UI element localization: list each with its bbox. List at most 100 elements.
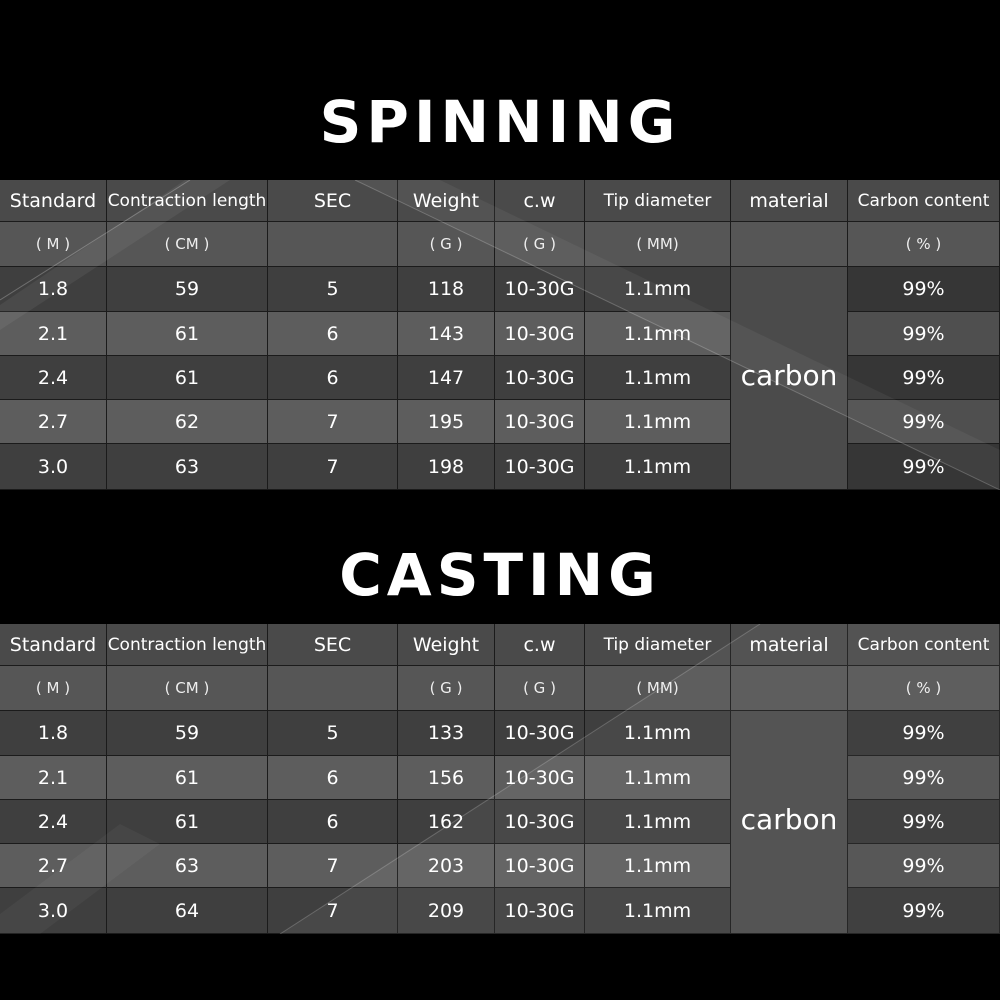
cell-length: 61: [107, 356, 268, 400]
cell-standard: 2.1: [0, 756, 107, 800]
cell-weight: 147: [398, 356, 495, 400]
spinning-spec-table: Standard Contraction length SEC Weight c…: [0, 180, 1000, 490]
cell-sec: 5: [268, 711, 398, 756]
header-sec: SEC: [268, 624, 398, 666]
cell-length: 63: [107, 444, 268, 490]
unit-sec: [268, 222, 398, 267]
unit-weight: ( G ): [398, 222, 495, 267]
spinning-title: SPINNING: [319, 88, 681, 156]
cell-length: 61: [107, 312, 268, 356]
cell-tip: 1.1mm: [585, 756, 731, 800]
cell-cw: 10-30G: [495, 800, 585, 844]
cell-sec: 7: [268, 444, 398, 490]
cell-carbon: 99%: [848, 400, 1000, 444]
cell-sec: 5: [268, 267, 398, 312]
unit-tip-diameter: ( MM): [585, 222, 731, 267]
header-carbon-content: Carbon content: [848, 624, 1000, 666]
cell-weight: 143: [398, 312, 495, 356]
header-tip-diameter: Tip diameter: [585, 624, 731, 666]
header-tip-diameter: Tip diameter: [585, 180, 731, 222]
cell-standard: 2.7: [0, 844, 107, 888]
unit-cw: ( G ): [495, 666, 585, 711]
cell-standard: 3.0: [0, 888, 107, 934]
header-contraction-length: Contraction length: [107, 180, 268, 222]
cell-cw: 10-30G: [495, 756, 585, 800]
cell-weight: 203: [398, 844, 495, 888]
unit-contraction-length: ( CM ): [107, 222, 268, 267]
header-weight: Weight: [398, 624, 495, 666]
cell-tip: 1.1mm: [585, 711, 731, 756]
cell-sec: 7: [268, 844, 398, 888]
cell-sec: 6: [268, 800, 398, 844]
header-weight: Weight: [398, 180, 495, 222]
cell-tip: 1.1mm: [585, 800, 731, 844]
cell-weight: 198: [398, 444, 495, 490]
unit-material: [731, 666, 848, 711]
header-cw: c.w: [495, 624, 585, 666]
cell-sec: 7: [268, 400, 398, 444]
header-contraction-length: Contraction length: [107, 624, 268, 666]
material-value: carbon: [731, 711, 848, 934]
unit-tip-diameter: ( MM): [585, 666, 731, 711]
cell-carbon: 99%: [848, 756, 1000, 800]
cell-standard: 1.8: [0, 267, 107, 312]
cell-standard: 1.8: [0, 711, 107, 756]
cell-cw: 10-30G: [495, 312, 585, 356]
cell-carbon: 99%: [848, 844, 1000, 888]
cell-weight: 156: [398, 756, 495, 800]
cell-tip: 1.1mm: [585, 400, 731, 444]
cell-tip: 1.1mm: [585, 444, 731, 490]
header-standard: Standard: [0, 624, 107, 666]
cell-carbon: 99%: [848, 267, 1000, 312]
header-sec: SEC: [268, 180, 398, 222]
cell-standard: 2.7: [0, 400, 107, 444]
cell-cw: 10-30G: [495, 444, 585, 490]
cell-carbon: 99%: [848, 711, 1000, 756]
unit-standard: ( M ): [0, 222, 107, 267]
cell-length: 61: [107, 800, 268, 844]
cell-tip: 1.1mm: [585, 888, 731, 934]
cell-carbon: 99%: [848, 444, 1000, 490]
cell-length: 61: [107, 756, 268, 800]
cell-weight: 118: [398, 267, 495, 312]
cell-length: 63: [107, 844, 268, 888]
cell-standard: 2.4: [0, 356, 107, 400]
cell-standard: 3.0: [0, 444, 107, 490]
cell-carbon: 99%: [848, 888, 1000, 934]
cell-length: 59: [107, 267, 268, 312]
cell-sec: 7: [268, 888, 398, 934]
cell-tip: 1.1mm: [585, 356, 731, 400]
unit-standard: ( M ): [0, 666, 107, 711]
cell-length: 59: [107, 711, 268, 756]
cell-cw: 10-30G: [495, 267, 585, 312]
cell-standard: 2.1: [0, 312, 107, 356]
header-carbon-content: Carbon content: [848, 180, 1000, 222]
cell-sec: 6: [268, 356, 398, 400]
header-material: material: [731, 180, 848, 222]
cell-cw: 10-30G: [495, 356, 585, 400]
material-value: carbon: [731, 267, 848, 490]
casting-title: CASTING: [339, 541, 661, 609]
unit-sec: [268, 666, 398, 711]
cell-carbon: 99%: [848, 312, 1000, 356]
cell-carbon: 99%: [848, 356, 1000, 400]
cell-tip: 1.1mm: [585, 267, 731, 312]
unit-carbon-content: ( % ): [848, 222, 1000, 267]
header-standard: Standard: [0, 180, 107, 222]
cell-length: 64: [107, 888, 268, 934]
cell-sec: 6: [268, 312, 398, 356]
unit-contraction-length: ( CM ): [107, 666, 268, 711]
unit-cw: ( G ): [495, 222, 585, 267]
casting-spec-table: Standard Contraction length SEC Weight c…: [0, 624, 1000, 934]
cell-cw: 10-30G: [495, 844, 585, 888]
cell-weight: 133: [398, 711, 495, 756]
header-material: material: [731, 624, 848, 666]
unit-carbon-content: ( % ): [848, 666, 1000, 711]
cell-cw: 10-30G: [495, 711, 585, 756]
cell-length: 62: [107, 400, 268, 444]
cell-cw: 10-30G: [495, 400, 585, 444]
cell-sec: 6: [268, 756, 398, 800]
cell-tip: 1.1mm: [585, 844, 731, 888]
cell-carbon: 99%: [848, 800, 1000, 844]
header-cw: c.w: [495, 180, 585, 222]
